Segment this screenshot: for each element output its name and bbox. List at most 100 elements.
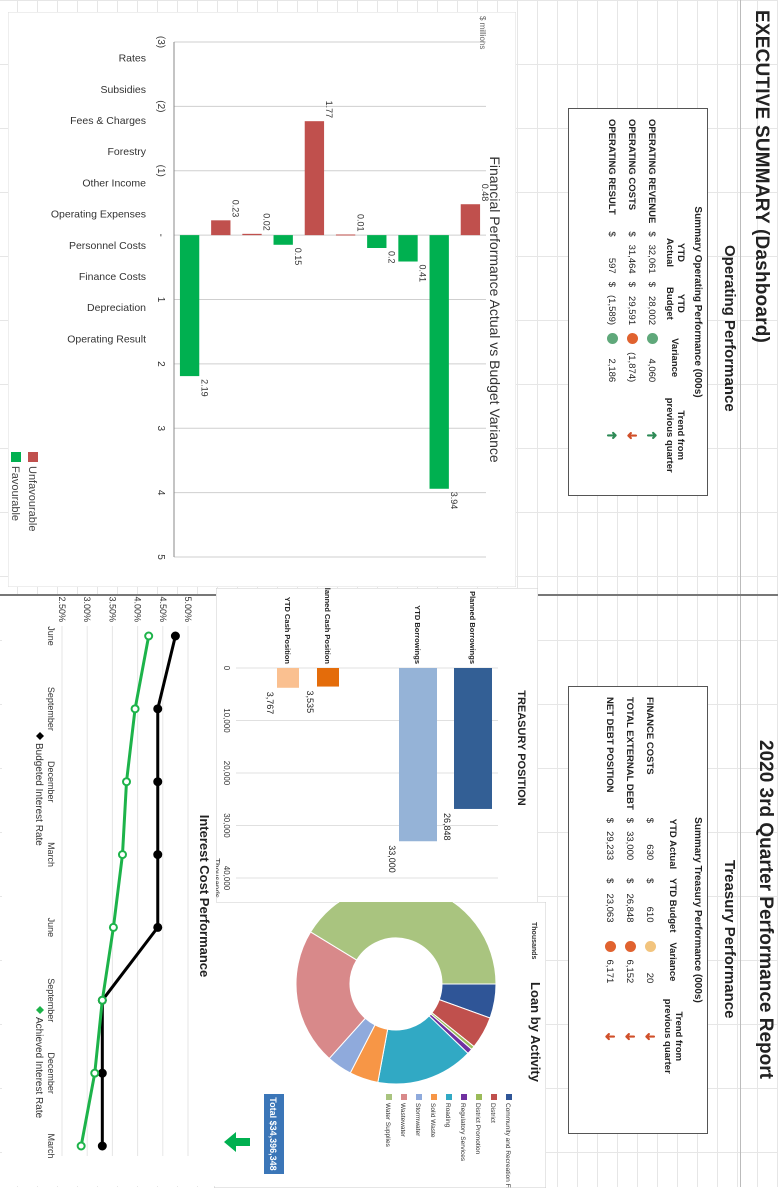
trend-arrow-icon: ➜ <box>626 428 638 444</box>
budget-value: (1,589) <box>606 295 618 326</box>
bar-other-income <box>335 234 356 236</box>
actual-value: 31,464 <box>626 244 638 274</box>
data-point <box>144 631 154 641</box>
row-label: NET DEBT POSITION <box>604 697 616 793</box>
treasury-table-title: Summary Treasury Performance (000s) <box>692 817 703 1003</box>
legend-label: District <box>489 1103 496 1123</box>
currency: $ <box>606 281 618 287</box>
legend-label: Water Supplies <box>384 1103 391 1148</box>
category-label: Forestry <box>107 146 146 158</box>
legend-marker-achieved <box>36 1006 44 1014</box>
row-label: TOTAL EXTERNAL DEBT <box>624 697 636 810</box>
legend-swatch <box>476 1094 482 1100</box>
status-dot <box>604 940 616 952</box>
op-col-actual-1: YTD <box>675 243 686 263</box>
variance-chart: (3) (2) (1) - 1 2 3 4 5 $ millions Financial Perfo… <box>8 12 516 587</box>
actual-value: 32,061 <box>646 244 658 274</box>
legend-swatch <box>431 1094 437 1100</box>
budget-value: 610 <box>644 906 656 923</box>
slice-wastewater <box>295 931 367 1060</box>
data-point <box>153 922 163 932</box>
status-dot <box>646 333 658 345</box>
data-label: 3.94 <box>449 492 459 510</box>
x-tick-label: September <box>46 978 56 1022</box>
data-label: 33,000 <box>387 845 397 873</box>
legend-label: Stormwater <box>414 1103 421 1137</box>
total-label: Total $34,396,348 <box>268 1097 278 1170</box>
status-dot <box>644 940 656 952</box>
data-label: 2.19 <box>199 379 209 397</box>
currency: $ <box>606 231 618 237</box>
treasury-summary-box: Summary Treasury Performance (000s) YTD … <box>568 686 708 1134</box>
chart-title: TREASURY POSITION <box>515 690 527 806</box>
legend-swatch <box>461 1094 467 1100</box>
x-tick-label: March <box>46 1133 56 1158</box>
data-label: 0.23 <box>230 200 240 218</box>
x-tick-label: - <box>155 233 166 236</box>
data-label: 0.48 <box>480 184 490 202</box>
table-row: OPERATING RESULT $ 597 $ (1,589) 2,186 ➜ <box>602 115 622 484</box>
trend-arrow-icon: ➜ <box>644 1029 656 1045</box>
slice-water-supplies <box>309 902 497 985</box>
report-title: 2020 3rd Quarter Performance Report <box>755 740 776 1079</box>
table-row: FINANCE COSTS $ 630 $ 610 20 ➜ <box>640 693 660 1085</box>
legend-label: Roading <box>444 1103 451 1128</box>
operating-table-title: Summary Operating Performance (000s) <box>692 206 703 398</box>
bar-operating-expenses <box>304 121 325 236</box>
bar-planned-cash-position <box>317 668 339 687</box>
data-point <box>97 1068 107 1078</box>
data-label: 1.77 <box>324 101 334 119</box>
data-point <box>153 777 163 787</box>
actual-value: 33,000 <box>624 831 636 861</box>
treasury-position-chart: TREASURY POSITION 0 10,000 20,000 30,000 40,0… <box>216 588 538 906</box>
legend-label: Achieved Interest Rate <box>33 1017 44 1119</box>
legend-label: District Promotion <box>474 1103 481 1155</box>
series-line-achieved <box>79 635 151 1147</box>
budget-value: 26,848 <box>624 893 636 923</box>
data-label: 26,848 <box>442 813 452 841</box>
trend-arrow-icon: ➜ <box>604 1029 616 1045</box>
y-tick-label: 3.00% <box>82 596 92 622</box>
operating-summary-box: Summary Operating Performance (000s) YTD… <box>568 108 708 496</box>
interest-cost-chart: Interest Cost Performance 5.00% 4.50% 4.00%… <box>2 596 216 1186</box>
x-tick-label: 3 <box>155 425 166 431</box>
bar-personnel-costs <box>273 235 293 245</box>
treasury-section-title: Treasury Performance <box>721 860 738 1019</box>
series-line-budgeted <box>100 635 177 1146</box>
legend-swatch-unfavourable <box>28 452 38 462</box>
category-label: Finance Costs <box>79 271 146 283</box>
category-label: Personnel Costs <box>69 240 146 252</box>
legend-marker-budgeted <box>36 732 44 740</box>
legend-swatch <box>506 1094 512 1100</box>
y-tick-label: 4.00% <box>133 596 143 622</box>
status-dot <box>624 940 636 952</box>
treasury-summary-table: YTD Actual YTD Budget Variance Trend fro… <box>600 693 686 1085</box>
row-label: FINANCE COSTS <box>644 697 656 775</box>
total-badge <box>264 1094 284 1174</box>
x-tick-label: 5 <box>155 554 166 560</box>
tr-col-variance: Variance <box>667 942 679 982</box>
status-dot <box>606 333 618 345</box>
table-row: OPERATING COSTS $ 31,464 $ 29,591 (1,874… <box>622 115 642 484</box>
budget-value: 29,591 <box>626 296 638 326</box>
x-tick-label: (2) <box>155 100 166 112</box>
currency: $ <box>644 817 656 824</box>
chart-title: Loan by Activity <box>528 982 543 1083</box>
x-tick-label: June <box>46 626 56 646</box>
category-label: YTD Cash Position <box>283 597 292 665</box>
currency: $ <box>624 878 636 884</box>
category-label: Fees & Charges <box>70 115 146 127</box>
data-label: 0.01 <box>355 214 365 232</box>
down-arrow-icon <box>224 1132 250 1152</box>
currency: $ <box>626 281 638 287</box>
data-point <box>97 995 107 1005</box>
currency: $ <box>646 281 658 287</box>
data-label: 3,767 <box>265 692 275 715</box>
variance-value: 20 <box>644 972 656 984</box>
variance-value: 2,186 <box>606 358 618 383</box>
bar-fees-charges <box>398 235 418 262</box>
actual-value: 597 <box>606 257 618 274</box>
trend-arrow-icon: ➜ <box>646 427 658 443</box>
units-label: $ millions <box>478 16 487 49</box>
category-label: Planned Cash Position <box>323 588 332 664</box>
